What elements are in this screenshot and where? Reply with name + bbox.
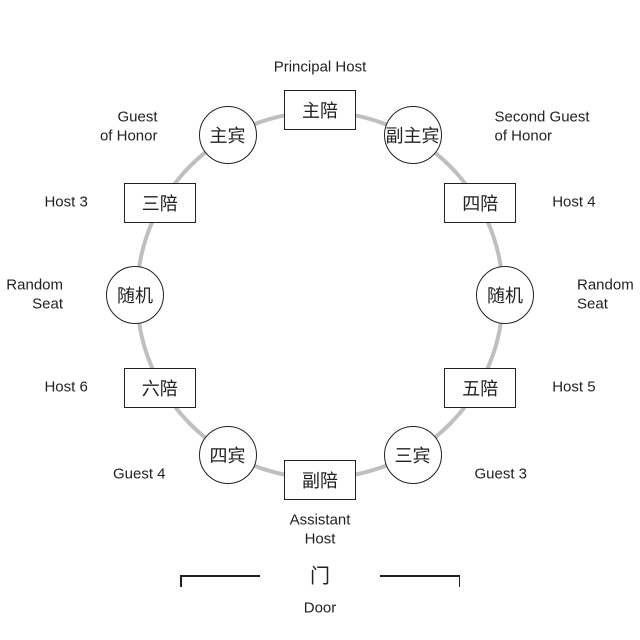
label-assistant-host: Assistant Host bbox=[290, 511, 351, 549]
seat-assistant-host: 副陪 bbox=[284, 460, 356, 500]
seat-guest-4: 四宾 bbox=[199, 426, 257, 484]
label-random-right: Random Seat bbox=[577, 276, 634, 314]
seat-host-5: 五陪 bbox=[444, 368, 516, 408]
label-host-3: Host 3 bbox=[44, 193, 87, 212]
label-host-5: Host 5 bbox=[552, 378, 595, 397]
seat-host-6: 六陪 bbox=[124, 368, 196, 408]
seating-diagram: 主陪 Principal Host 副主宾 Second Guest of Honor… bbox=[0, 0, 640, 640]
label-guest-3: Guest 3 bbox=[475, 466, 528, 485]
table-ring bbox=[135, 110, 505, 480]
door-bracket-left bbox=[180, 575, 260, 577]
seat-random-left: 随机 bbox=[106, 266, 164, 324]
label-guest-4: Guest 4 bbox=[113, 466, 166, 485]
door-label-zh: 门 bbox=[310, 565, 330, 590]
label-host-4: Host 4 bbox=[552, 193, 595, 212]
seat-host-4: 四陪 bbox=[444, 183, 516, 223]
label-random-left: Random Seat bbox=[6, 276, 63, 314]
door-bracket-left-tick bbox=[180, 575, 182, 587]
door-bracket-right bbox=[380, 575, 460, 577]
label-second-guest: Second Guest of Honor bbox=[495, 108, 590, 146]
seat-second-guest: 副主宾 bbox=[384, 106, 442, 164]
seat-principal-host: 主陪 bbox=[284, 90, 356, 130]
seat-host-3: 三陪 bbox=[124, 183, 196, 223]
door-bracket-right-tick bbox=[459, 575, 461, 587]
door-label-en: Door bbox=[304, 600, 337, 619]
seat-random-right: 随机 bbox=[476, 266, 534, 324]
seat-guest-3: 三宾 bbox=[384, 426, 442, 484]
seat-guest-of-honor: 主宾 bbox=[199, 106, 257, 164]
label-principal-host: Principal Host bbox=[274, 59, 367, 78]
label-host-6: Host 6 bbox=[44, 378, 87, 397]
label-guest-of-honor: Guest of Honor bbox=[100, 108, 158, 146]
